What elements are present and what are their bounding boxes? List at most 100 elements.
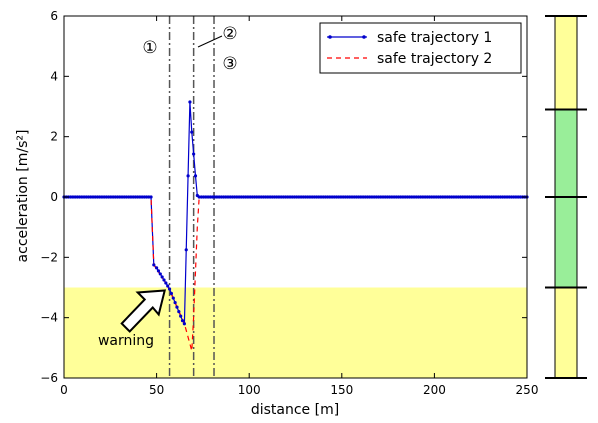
series-1-point <box>283 195 288 199</box>
y-tick-label: −2 <box>40 250 58 264</box>
series-1-point <box>394 195 398 199</box>
legend-label-1: safe trajectory 1 <box>377 30 492 46</box>
series-1-point <box>84 195 88 199</box>
series-1-point <box>463 195 467 199</box>
series-1-point <box>419 195 423 199</box>
series-1-point <box>104 195 109 199</box>
series-1-point <box>155 266 159 270</box>
series-1-point <box>410 195 414 199</box>
series-1-point <box>279 195 283 199</box>
series-1-point <box>286 195 290 199</box>
series-1-point <box>388 195 392 199</box>
series-1-point <box>69 195 73 199</box>
series-1-point <box>107 195 111 199</box>
series-1-point <box>368 195 372 199</box>
series-1-point <box>213 195 217 199</box>
series-1-point <box>481 195 485 199</box>
series-1-point <box>193 174 198 178</box>
series-1-point <box>127 195 131 199</box>
series-1-point <box>348 195 352 199</box>
series-1-point <box>268 195 272 199</box>
series-1-point <box>144 195 149 199</box>
series-1-point <box>235 195 239 199</box>
series-1-point <box>131 195 135 199</box>
series-1-point <box>456 195 460 199</box>
series-1-point <box>514 195 518 199</box>
series-1-point <box>507 195 511 199</box>
legend-box <box>319 22 522 74</box>
marker-2-leader <box>197 35 223 48</box>
y-axis-label: acceleration [m/s²] <box>15 130 31 263</box>
x-tick-label: 0 <box>60 383 68 397</box>
marker-label-1: ① <box>142 38 157 58</box>
series-1-point <box>192 152 196 156</box>
series-1-point <box>179 314 183 318</box>
series-1-point <box>288 195 292 199</box>
series-1-point <box>425 195 429 199</box>
x-axis-label: distance [m] <box>251 402 339 418</box>
side-bar-segment-1 <box>555 16 577 110</box>
series-1-point <box>173 300 177 305</box>
series-1-point <box>124 195 129 199</box>
series-1-point <box>188 100 192 104</box>
series-1-point <box>270 195 274 199</box>
side-indicator-bar <box>545 15 587 379</box>
series-1-point <box>518 195 522 199</box>
series-1-point <box>359 195 363 199</box>
series-1-point <box>111 195 115 199</box>
series-1-point <box>326 195 330 199</box>
series-1-point <box>210 195 215 199</box>
series-1-point <box>330 195 334 199</box>
series-1-point <box>233 195 237 199</box>
series-1-point <box>292 195 297 199</box>
series-1-point <box>264 195 268 199</box>
x-tick-label: 100 <box>238 383 261 397</box>
series-1-point <box>78 195 82 199</box>
series-1-point <box>399 195 403 199</box>
series-1-point <box>412 195 416 199</box>
series-1-point <box>147 195 151 199</box>
series-1-point <box>478 195 483 199</box>
series-1-point <box>221 195 226 199</box>
series-1-point <box>156 269 161 273</box>
series-1-point <box>237 195 241 199</box>
series-1-point <box>167 287 172 291</box>
series-1-point <box>403 195 407 199</box>
series-1-point <box>385 195 390 199</box>
series-1-point <box>281 195 285 199</box>
x-tick-label: 150 <box>330 383 353 397</box>
series-1-point <box>379 195 383 199</box>
series-1-point <box>401 195 405 199</box>
warning-label: warning <box>98 333 154 349</box>
marker-label-3: ③ <box>222 54 237 74</box>
series-1-point <box>239 195 243 199</box>
series-1-point <box>299 195 303 199</box>
legend-label-2: safe trajectory 2 <box>377 51 492 67</box>
series-1-point <box>363 195 367 199</box>
marker-label-2: ② <box>222 24 237 44</box>
series-1-point <box>275 195 279 199</box>
series-1-point <box>261 195 266 199</box>
series-1-point <box>255 195 259 199</box>
side-bar-segment-4 <box>555 287 577 378</box>
series-1-point <box>392 195 396 199</box>
series-1-point <box>470 195 474 199</box>
series-1-point <box>408 195 412 199</box>
series-1-point <box>319 195 323 199</box>
series-1-point <box>250 195 254 199</box>
y-tick-label: 6 <box>50 9 58 23</box>
series-1-point <box>129 195 133 199</box>
series-1-point <box>383 195 387 199</box>
series-1-point <box>445 195 449 199</box>
series-1-point <box>180 319 185 323</box>
series-1-point <box>71 195 75 199</box>
series-1-point <box>308 195 312 199</box>
series-1-point <box>80 195 84 199</box>
series-1-point <box>447 195 452 199</box>
series-1-point <box>259 195 263 199</box>
series-1-point <box>136 195 140 199</box>
series-1-point <box>184 248 188 252</box>
series-1-point <box>113 195 117 199</box>
series-1-point <box>390 195 394 199</box>
